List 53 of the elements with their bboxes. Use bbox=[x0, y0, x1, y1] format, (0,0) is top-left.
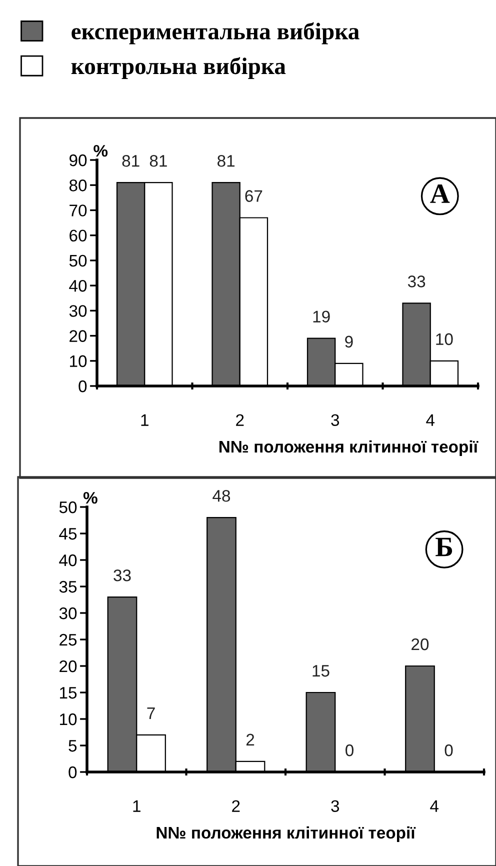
y-tick-label: 50 bbox=[69, 254, 87, 267]
x-tick-label: 2 bbox=[232, 800, 240, 812]
y-tick-label: 5 bbox=[68, 740, 77, 752]
y-tick-label: 15 bbox=[60, 687, 77, 699]
legend-label: експериментальна вибірка bbox=[72, 22, 360, 44]
data-label: 81 bbox=[122, 155, 140, 167]
y-axis-title: % bbox=[94, 144, 108, 157]
data-label: 0 bbox=[346, 744, 354, 756]
x-tick-label: 4 bbox=[426, 414, 435, 426]
x-tick-label: 1 bbox=[141, 414, 148, 426]
y-tick-label: 20 bbox=[60, 660, 77, 672]
legend-label: контрольна вибірка bbox=[71, 57, 286, 79]
y-tick-label: 60 bbox=[70, 230, 87, 242]
y-tick-label: 90 bbox=[70, 154, 87, 166]
y-tick-label: 40 bbox=[59, 554, 77, 566]
data-label: 19 bbox=[313, 310, 330, 322]
x-tick-label: 1 bbox=[133, 800, 140, 812]
y-tick-label: 35 bbox=[59, 580, 77, 593]
y-tick-label: 30 bbox=[69, 305, 87, 317]
y-tick-label: 30 bbox=[59, 607, 77, 620]
x-tick-label: 3 bbox=[331, 800, 340, 812]
y-tick-label: 45 bbox=[59, 528, 77, 540]
data-label: 7 bbox=[147, 707, 155, 719]
data-label: 33 bbox=[408, 276, 426, 288]
y-axis-title: % bbox=[83, 492, 98, 504]
y-tick-label: 70 bbox=[70, 204, 87, 216]
y-tick-label: 0 bbox=[78, 380, 87, 392]
y-tick-label: 10 bbox=[60, 713, 77, 726]
y-tick-label: 40 bbox=[69, 280, 87, 292]
data-label: 33 bbox=[114, 570, 131, 582]
y-tick-label: 50 bbox=[59, 501, 77, 514]
y-tick-label: 20 bbox=[70, 330, 87, 342]
y-tick-label: 0 bbox=[68, 766, 77, 778]
y-tick-label: 80 bbox=[69, 180, 87, 192]
data-label: 0 bbox=[444, 744, 453, 756]
x-axis-title: N№ положення клітинної теорії bbox=[219, 440, 478, 456]
y-tick-label: 25 bbox=[60, 634, 77, 646]
x-tick-label: 3 bbox=[331, 414, 340, 426]
data-label: 15 bbox=[312, 665, 330, 677]
annotation: А bbox=[430, 184, 450, 203]
x-tick-label: 2 bbox=[236, 414, 244, 426]
y-tick-label: 10 bbox=[70, 355, 87, 368]
data-label: 81 bbox=[218, 155, 235, 167]
data-label: 20 bbox=[412, 638, 429, 650]
data-label: 9 bbox=[345, 336, 353, 348]
annotation: Б bbox=[436, 538, 452, 556]
x-axis-title: N№ положення клітинної теорії bbox=[156, 826, 416, 842]
data-label: 81 bbox=[150, 155, 167, 167]
data-label: 48 bbox=[212, 490, 230, 502]
data-label: 2 bbox=[246, 734, 254, 746]
data-label: 10 bbox=[436, 333, 453, 346]
data-label: 67 bbox=[245, 190, 262, 202]
x-tick-label: 4 bbox=[430, 800, 439, 812]
